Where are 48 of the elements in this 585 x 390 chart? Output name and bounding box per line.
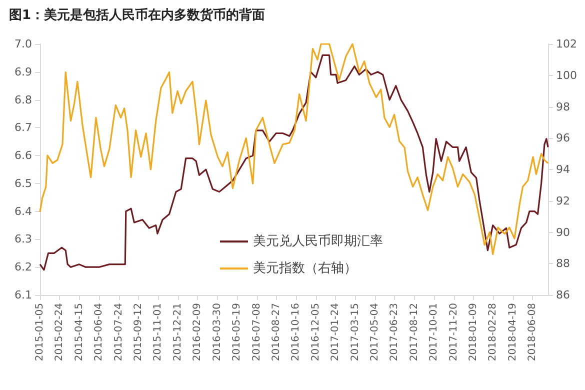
x-tick-label: 2016-03-30 <box>212 303 223 362</box>
y-tick-label: 6.4 <box>14 204 32 218</box>
legend-label: 美元指数（右轴） <box>253 260 357 276</box>
x-tick-label: 2016-07-08 <box>251 303 262 362</box>
y-tick-label: 6.2 <box>14 260 32 274</box>
x-tick-label: 2017-11-20 <box>448 303 460 362</box>
x-tick-label: 2018-02-28 <box>488 303 499 362</box>
x-tick-label: 2017-06-23 <box>389 303 400 362</box>
y2-tick-label: 90 <box>556 226 570 239</box>
x-tick-label: 2017-03-15 <box>350 303 361 362</box>
x-tick-label: 2015-12-21 <box>172 303 184 362</box>
y2-tick-label: 96 <box>556 132 570 145</box>
y-tick-label: 6.1 <box>14 288 32 302</box>
x-tick-label: 2015-11-01 <box>152 303 164 362</box>
y-tick-label: 6.9 <box>14 65 32 78</box>
chart-title: 图1：美元是包括人民币在内多数货币的背面 <box>9 7 266 23</box>
y-tick-label: 6.7 <box>14 121 32 134</box>
x-tick-label: 2015-04-15 <box>74 303 85 362</box>
y-tick-label: 6.5 <box>14 176 32 190</box>
x-tick-label: 2017-08-12 <box>408 303 420 362</box>
x-tick-label: 2018-04-19 <box>507 303 518 362</box>
y-tick-label: 6.3 <box>14 232 32 246</box>
x-tick-label: 2017-01-24 <box>330 303 342 362</box>
x-tick-label: 2015-01-05 <box>34 303 46 362</box>
y2-tick-label: 102 <box>556 38 577 50</box>
y2-tick-label: 94 <box>556 163 570 176</box>
y-tick-label: 6.6 <box>14 149 32 162</box>
x-tick-label: 2018-01-09 <box>468 303 480 362</box>
x-tick-label: 2016-08-27 <box>270 303 282 362</box>
x-tick-label: 2016-12-05 <box>310 303 322 362</box>
x-tick-label: 2017-10-01 <box>428 303 440 362</box>
x-tick-label: 2018-06-08 <box>527 303 538 362</box>
x-tick-label: 2015-09-12 <box>133 303 144 362</box>
y2-tick-label: 100 <box>556 68 577 82</box>
x-tick-label: 2015-02-24 <box>54 303 66 362</box>
x-tick-label: 2016-05-19 <box>232 303 243 362</box>
x-tick-label: 2015-06-04 <box>94 303 105 362</box>
x-tick-label: 2016-10-16 <box>290 303 302 362</box>
y2-tick-label: 86 <box>556 288 570 302</box>
y2-tick-label: 92 <box>556 194 570 208</box>
y2-tick-label: 88 <box>556 257 570 270</box>
legend-label: 美元兑人民币即期汇率 <box>253 233 383 249</box>
y-tick-label: 7.0 <box>14 38 32 50</box>
y-tick-label: 6.8 <box>14 93 32 106</box>
x-tick-label: 2015-07-24 <box>113 303 124 362</box>
y2-tick-label: 98 <box>556 100 570 114</box>
x-tick-label: 2017-05-04 <box>369 303 380 362</box>
x-tick-label: 2016-02-09 <box>192 303 204 362</box>
